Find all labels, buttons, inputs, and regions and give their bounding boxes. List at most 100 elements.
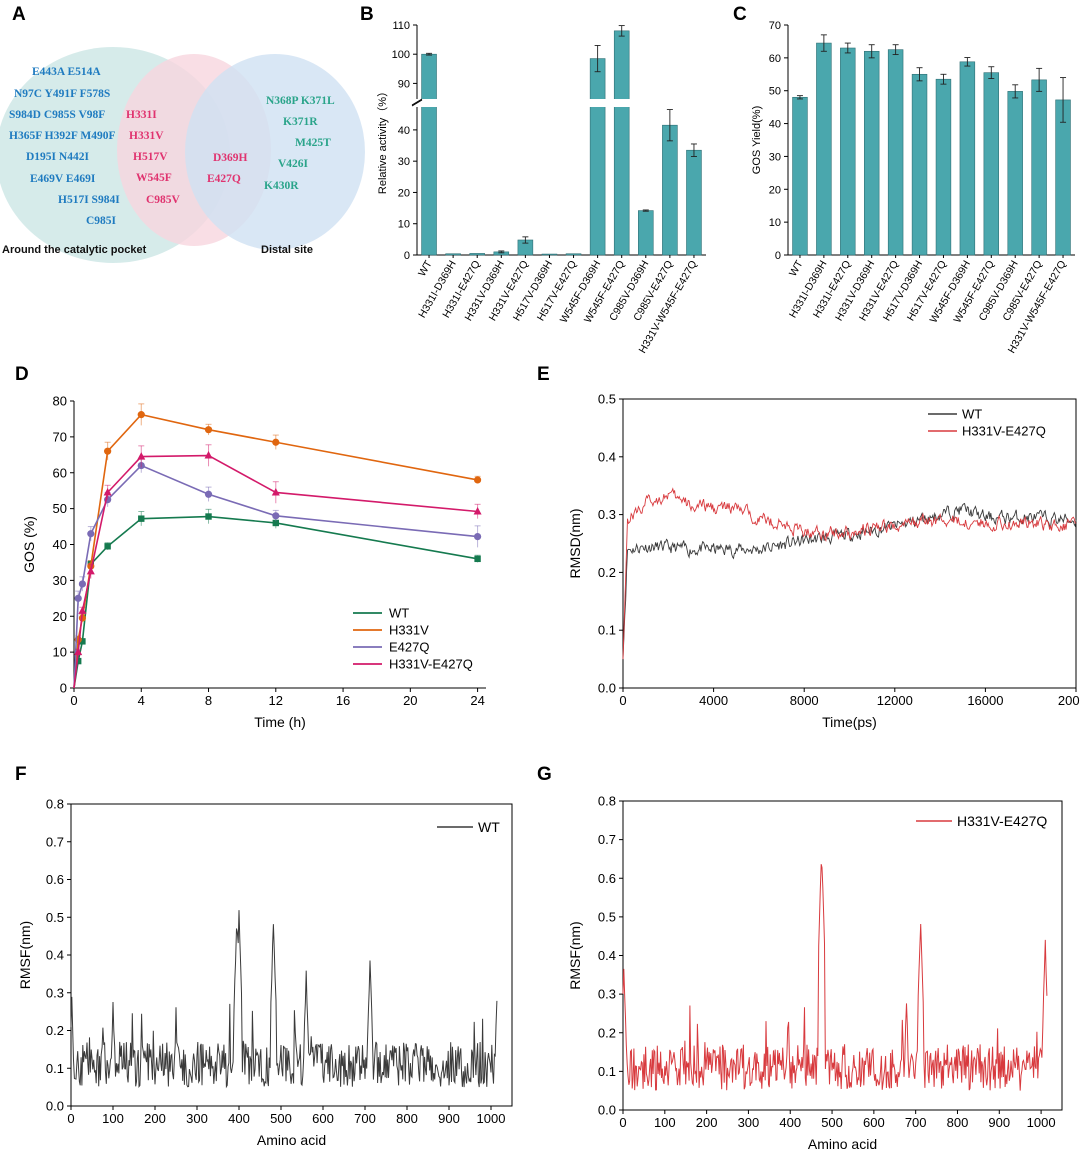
- y-axis-label: RMSF(nm): [567, 921, 583, 989]
- venn-left-item: H365F H392F M490F: [9, 130, 115, 142]
- x-tick-label: 500: [270, 1111, 292, 1126]
- x-tick-label: 600: [863, 1115, 885, 1130]
- bar: [541, 253, 558, 256]
- legend-label: WT: [962, 407, 982, 422]
- bar: [1055, 99, 1071, 256]
- y-tick-label: 40: [398, 125, 410, 137]
- venn-middle-item: W545F: [136, 172, 172, 184]
- data-point: [473, 533, 482, 541]
- x-tick-label: 700: [354, 1111, 376, 1126]
- y-tick-label: 70: [769, 20, 781, 32]
- data-point: [271, 487, 280, 496]
- x-tick-label: 300: [738, 1115, 760, 1130]
- venn-right-item: K371R: [283, 116, 318, 128]
- bar: [983, 72, 1000, 256]
- data-point: [86, 566, 95, 575]
- y-tick-label: 0.6: [46, 872, 64, 887]
- legend-label: H331V-E427Q: [957, 813, 1047, 829]
- y-axis-label: GOS Yield(%): [751, 106, 763, 174]
- panel-label-c: C: [733, 4, 747, 25]
- y-tick-label: 70: [53, 429, 67, 444]
- venn-left-item: N97C Y491F F578S: [14, 88, 110, 100]
- y-tick-label: 0.4: [46, 948, 64, 963]
- data-point: [473, 476, 482, 484]
- y-tick-label: 0.0: [46, 1099, 64, 1114]
- bar: [445, 253, 461, 256]
- y-tick-label: 0.7: [598, 832, 616, 847]
- x-tick-label: WT: [416, 258, 435, 279]
- x-axis-label: Amino acid: [808, 1136, 877, 1152]
- x-tick-label: 0: [70, 693, 77, 708]
- venn-right-label: Distal site: [261, 244, 313, 256]
- y-tick-label: 40: [53, 537, 67, 552]
- y-tick-label: 0: [404, 250, 410, 262]
- bar: [863, 50, 880, 256]
- bar: [662, 124, 678, 256]
- y-tick-label: 10: [398, 219, 410, 231]
- y-tick-label: 0.1: [598, 623, 616, 638]
- venn-right-item: K430R: [264, 180, 299, 192]
- data-point: [137, 411, 145, 419]
- y-tick-label: 50: [53, 501, 67, 516]
- y-axis-label: GOS (%): [21, 516, 37, 573]
- x-tick-label: 1000: [1027, 1115, 1056, 1130]
- y-tick-label: 0.3: [598, 987, 616, 1002]
- legend-label: WT: [389, 606, 409, 621]
- bar: [959, 61, 976, 256]
- data-point: [78, 606, 87, 614]
- data-point: [205, 513, 212, 520]
- y-tick-label: 0.2: [46, 1023, 64, 1038]
- data-point: [272, 519, 279, 527]
- y-tick-label: 60: [769, 53, 781, 65]
- data-point: [204, 426, 213, 434]
- y-tick-label: 0.3: [598, 507, 616, 522]
- data-point: [473, 506, 482, 515]
- x-tick-label: 1000: [477, 1111, 506, 1126]
- data-point: [74, 647, 83, 656]
- venn-left-item: E469V E469I: [30, 173, 96, 185]
- venn-left-label: Around the catalytic pocket: [2, 244, 147, 256]
- x-tick-label: 200: [144, 1111, 166, 1126]
- data-point: [474, 555, 481, 563]
- venn-overlap-item: E427Q: [207, 173, 241, 185]
- bar: [887, 49, 904, 256]
- data-point: [87, 530, 95, 538]
- legend-label: E427Q: [389, 640, 429, 655]
- venn-middle-item: H331I: [126, 109, 157, 121]
- x-tick-label: 100: [102, 1111, 124, 1126]
- bar: [686, 149, 702, 256]
- venn-middle-item: C985V: [146, 194, 181, 206]
- x-tick-label: 8000: [790, 693, 819, 708]
- x-axis-label: Time(ps): [822, 714, 877, 730]
- panel-label-e: E: [537, 364, 550, 385]
- x-tick-label: 24: [470, 693, 484, 708]
- panel-label-f: F: [15, 764, 27, 785]
- y-axis-label: Relative activity（%）: [376, 86, 389, 194]
- y-tick-label: 0.2: [598, 1025, 616, 1040]
- data-point: [75, 657, 82, 665]
- bar: [792, 96, 808, 256]
- x-tick-label: WT: [787, 258, 806, 279]
- plot-frame: [622, 398, 1077, 689]
- venn-left-item: H517I S984I: [58, 194, 120, 206]
- y-tick-label: 20: [769, 184, 781, 196]
- x-tick-label: 0: [619, 693, 626, 708]
- bar: [613, 30, 630, 256]
- panel-label-g: G: [537, 764, 552, 785]
- rmsf-trace: [622, 864, 1048, 1091]
- data-point: [272, 438, 280, 446]
- x-tick-label: 0: [67, 1111, 74, 1126]
- data-point: [104, 543, 111, 550]
- x-tick-label: 20000: [1058, 693, 1080, 708]
- x-tick-label: 500: [821, 1115, 843, 1130]
- x-tick-label: 20: [403, 693, 417, 708]
- y-tick-label: 0.4: [598, 948, 616, 963]
- x-tick-label: 4: [138, 693, 145, 708]
- venn-overlap-item: D369H: [213, 152, 248, 164]
- y-tick-label: 110: [392, 20, 410, 32]
- bar: [589, 58, 606, 256]
- x-tick-label: 12: [269, 693, 283, 708]
- y-tick-label: 0.8: [46, 797, 64, 812]
- x-tick-label: 900: [438, 1111, 460, 1126]
